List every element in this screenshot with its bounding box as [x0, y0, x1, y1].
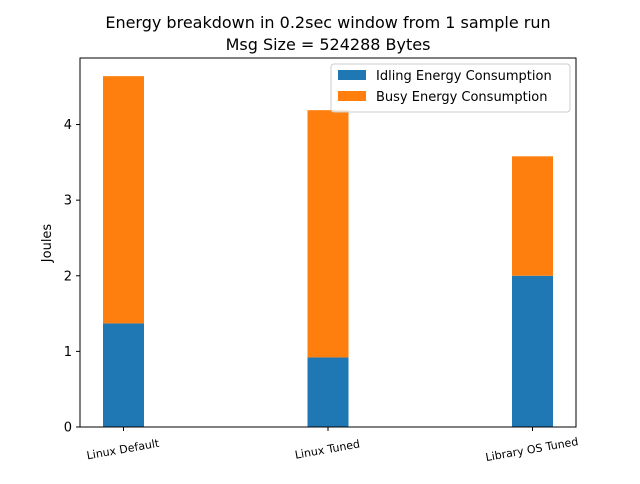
legend-label: Idling Energy Consumption	[376, 69, 552, 84]
y-tick-label: 4	[64, 118, 72, 133]
chart-subtitle: Msg Size = 524288 Bytes	[226, 35, 431, 54]
y-tick-label: 0	[64, 421, 72, 436]
legend-swatch	[338, 70, 366, 80]
x-tick-label: Library OS Tuned	[485, 435, 580, 464]
y-tick-label: 2	[64, 269, 72, 284]
bar-busy-0	[103, 76, 144, 324]
legend-box	[330, 63, 571, 113]
x-axis: Linux Default Linux Tuned Library OS Tuned	[86, 427, 580, 464]
plot-frame	[79, 57, 577, 428]
bar-idling-2	[512, 275, 553, 427]
legend-label: Busy Energy Consumption	[376, 90, 548, 105]
x-tick-label: Linux Tuned	[294, 437, 361, 461]
bar-idling-1	[307, 357, 349, 427]
bar-busy-1	[307, 110, 349, 358]
y-tick-label: 3	[64, 194, 72, 209]
bar-idling-0	[103, 323, 144, 427]
legend-swatch	[338, 91, 366, 101]
y-axis-label: Joules	[40, 224, 55, 264]
y-tick-label: 1	[64, 345, 72, 360]
x-tick-label: Linux Default	[86, 437, 161, 463]
legend: Idling Energy Consumption Busy Energy Con…	[330, 63, 571, 113]
y-axis: 0 1 2 3 4	[64, 118, 80, 436]
bar-busy-2	[512, 156, 553, 276]
chart-title: Energy breakdown in 0.2sec window from 1…	[105, 13, 550, 32]
bars-group	[103, 76, 553, 427]
